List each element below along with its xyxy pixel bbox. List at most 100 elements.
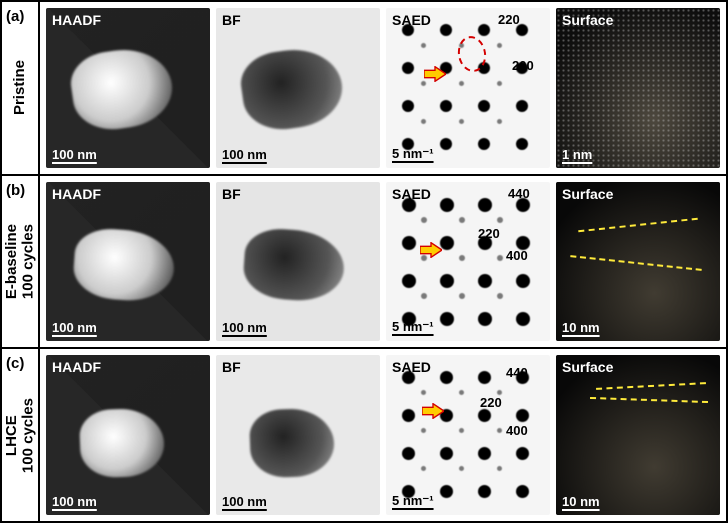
reflection-label: 220 bbox=[478, 226, 500, 241]
diffraction-spot bbox=[440, 24, 452, 36]
diffraction-spot-minor bbox=[459, 390, 464, 395]
diffraction-spot-minor bbox=[459, 217, 465, 223]
diffraction-spot-minor bbox=[421, 466, 426, 471]
diffraction-spot bbox=[478, 371, 491, 384]
diffraction-spot bbox=[440, 485, 453, 498]
diffraction-spot-minor bbox=[497, 119, 502, 124]
diffraction-spot-minor bbox=[421, 217, 427, 223]
scalebar: 10 nm bbox=[562, 494, 600, 509]
scalebar-text: 100 nm bbox=[222, 147, 267, 162]
saed-arrow-icon bbox=[420, 242, 442, 258]
row-condition-label: E-baseline 100 cycles bbox=[4, 224, 37, 299]
scalebar: 5 nm⁻¹ bbox=[392, 146, 434, 162]
diffraction-spot-minor bbox=[497, 81, 502, 86]
diffraction-spot-minor bbox=[497, 428, 502, 433]
saed-panel: SAED4402204005 nm⁻¹ bbox=[386, 355, 550, 515]
bf-panel: BF100 nm bbox=[216, 355, 380, 515]
panel-title: HAADF bbox=[52, 12, 101, 28]
figure-row-0: (a)PristineHAADF100 nmBF100 nmSAED220200… bbox=[2, 2, 726, 176]
scalebar-text: 5 nm⁻¹ bbox=[392, 146, 434, 162]
scalebar-text: 5 nm⁻¹ bbox=[392, 493, 434, 509]
diffraction-spot bbox=[478, 100, 490, 112]
scalebar-text: 5 nm⁻¹ bbox=[392, 319, 434, 335]
diffraction-spot bbox=[478, 24, 490, 36]
diffraction-spot bbox=[440, 198, 454, 212]
panel-title: Surface bbox=[562, 186, 613, 202]
scalebar: 100 nm bbox=[222, 320, 267, 335]
diffraction-spot bbox=[402, 274, 416, 288]
figure-row-1: (b)E-baseline 100 cyclesHAADF100 nmBF100… bbox=[2, 176, 726, 350]
scalebar: 100 nm bbox=[222, 147, 267, 162]
diffraction-spot-minor bbox=[421, 390, 426, 395]
panel-title: HAADF bbox=[52, 186, 101, 202]
haadf-panel: HAADF 100 nm bbox=[46, 355, 210, 515]
scalebar-text: 100 nm bbox=[52, 147, 97, 162]
saed-panel: SAED4402204005 nm⁻¹ bbox=[386, 182, 550, 342]
particle-blob bbox=[242, 226, 347, 303]
scalebar-text: 100 nm bbox=[222, 320, 267, 335]
scalebar: 100 nm bbox=[52, 494, 97, 509]
diffraction-spot bbox=[478, 485, 491, 498]
panel-title: BF bbox=[222, 12, 241, 28]
diffraction-spot bbox=[440, 371, 453, 384]
reflection-label: 400 bbox=[506, 423, 528, 438]
diffraction-spot-minor bbox=[459, 428, 464, 433]
row-label-area: (c)LHCE 100 cycles bbox=[2, 349, 40, 521]
diffraction-spot bbox=[440, 274, 454, 288]
saed-arrow-icon bbox=[424, 66, 446, 82]
figure-grid: (a)PristineHAADF100 nmBF100 nmSAED220200… bbox=[2, 2, 726, 521]
scalebar: 100 nm bbox=[222, 494, 267, 509]
row-tag: (a) bbox=[6, 8, 24, 25]
reflection-label: 440 bbox=[506, 365, 528, 380]
diffraction-spot bbox=[478, 274, 492, 288]
diffraction-spot bbox=[402, 447, 415, 460]
diffraction-spot bbox=[402, 409, 415, 422]
reflection-label: 220 bbox=[480, 395, 502, 410]
diffraction-spot bbox=[440, 447, 453, 460]
diffraction-spot-minor bbox=[497, 217, 503, 223]
diffraction-spot bbox=[440, 100, 452, 112]
diffraction-spot bbox=[516, 409, 529, 422]
scalebar: 5 nm⁻¹ bbox=[392, 493, 434, 509]
bf-panel: BF100 nm bbox=[216, 182, 380, 342]
diffraction-spot bbox=[516, 274, 530, 288]
diffraction-spot bbox=[478, 409, 491, 422]
bf-panel: BF 100 nm bbox=[216, 8, 380, 168]
diffraction-spot-minor bbox=[421, 293, 427, 299]
scalebar-text: 1 nm bbox=[562, 147, 592, 162]
panel-title: Surface bbox=[562, 359, 613, 375]
scalebar: 5 nm⁻¹ bbox=[392, 319, 434, 335]
diffraction-spot bbox=[478, 312, 492, 326]
panel-title: Surface bbox=[562, 12, 613, 28]
diffraction-spot bbox=[516, 312, 530, 326]
diffraction-spot bbox=[478, 447, 491, 460]
diffraction-spot bbox=[478, 138, 490, 150]
diffraction-spot bbox=[516, 138, 528, 150]
panel-row: HAADF100 nmBF100 nmSAED2202005 nm⁻¹Surfa… bbox=[40, 2, 726, 174]
row-tag: (c) bbox=[6, 355, 24, 372]
atomic-lattice bbox=[556, 8, 720, 168]
diffraction-spot-minor bbox=[459, 466, 464, 471]
row-label-area: (a) Pristine bbox=[2, 2, 40, 174]
diffraction-spot-minor bbox=[459, 255, 465, 261]
scalebar-text: 10 nm bbox=[562, 320, 600, 335]
diffraction-spot bbox=[402, 236, 416, 250]
reflection-label: 440 bbox=[508, 186, 530, 201]
diffraction-spot bbox=[516, 485, 529, 498]
diffraction-spot-minor bbox=[497, 293, 503, 299]
panel-title: HAADF bbox=[52, 359, 101, 375]
diffraction-spot bbox=[478, 198, 492, 212]
surface-panel: Surface 10 nm bbox=[556, 182, 720, 342]
diffraction-spot-minor bbox=[459, 81, 464, 86]
particle-blob bbox=[237, 43, 347, 134]
figure-row-2: (c)LHCE 100 cyclesHAADF100 nmBF100 nmSAE… bbox=[2, 349, 726, 521]
reflection-label: 400 bbox=[506, 248, 528, 263]
diffraction-spot-minor bbox=[421, 428, 426, 433]
diffraction-spot-minor bbox=[497, 43, 502, 48]
diffraction-spot bbox=[516, 447, 529, 460]
panel-row: HAADF100 nmBF100 nmSAED4402204005 nm⁻¹Su… bbox=[40, 349, 726, 521]
scalebar-text: 100 nm bbox=[52, 320, 97, 335]
row-condition-label: Pristine bbox=[12, 60, 29, 115]
reflection-label: 200 bbox=[512, 58, 534, 73]
diffraction-spot bbox=[516, 100, 528, 112]
